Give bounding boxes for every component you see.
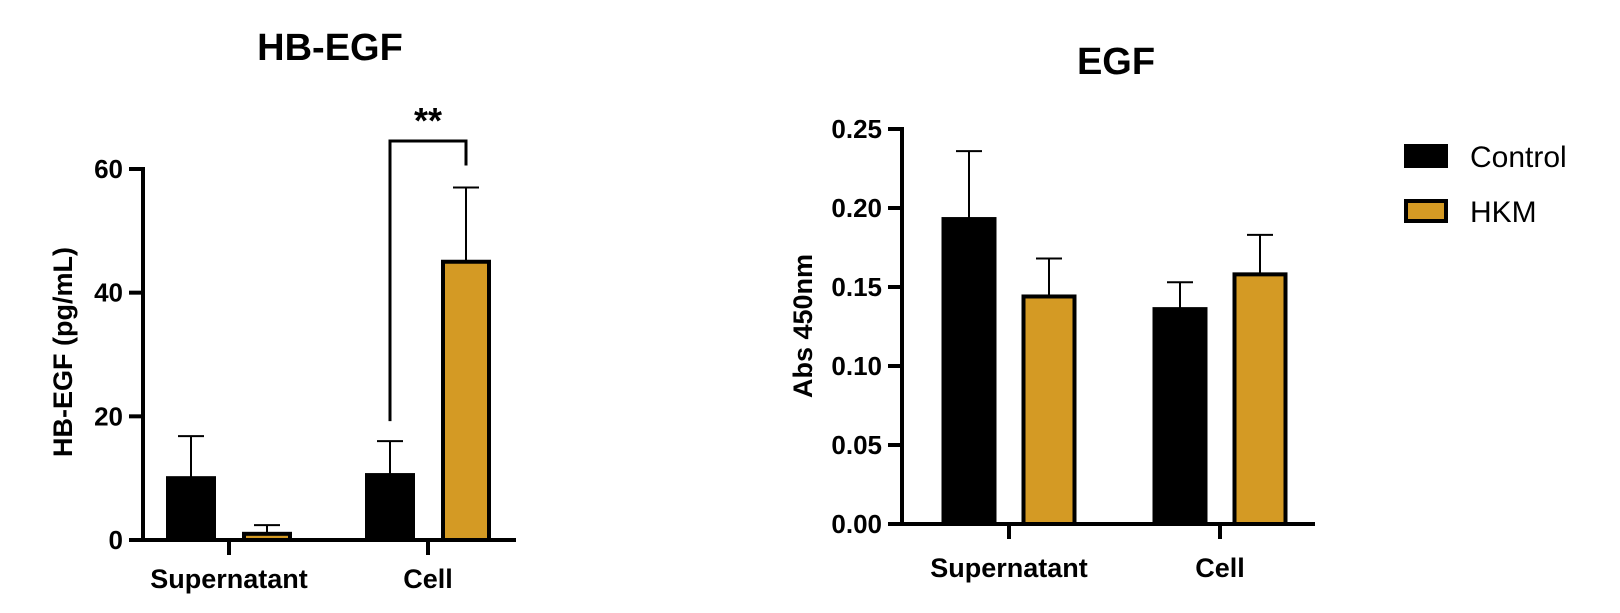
y-tick-label: 0.25: [831, 114, 882, 144]
category-label: Cell: [1195, 553, 1245, 583]
y-tick-label: 0.20: [831, 193, 882, 223]
bar-hkm-supernatant: [1021, 294, 1077, 527]
bar-hkm-cell: [441, 259, 491, 542]
significance-bracket: [388, 139, 468, 422]
legend: Control HKM: [1404, 141, 1567, 229]
y-tick-label: 0.15: [831, 272, 882, 302]
y-axis-title: HB-EGF (pg/mL): [48, 247, 78, 457]
chart-title: EGF: [1077, 41, 1155, 83]
egf-chart: EGF Abs 450nm 0.00 0.05 0.10 0.15 0.20 0.25 Supe…: [788, 41, 1315, 583]
category-label: Supernatant: [150, 564, 308, 594]
bar-control-supernatant: [941, 217, 997, 526]
y-tick-label: 0: [109, 525, 123, 555]
category-label: Cell: [403, 564, 453, 594]
y-tick-label: 0.00: [831, 509, 882, 539]
y-tick-label: 40: [94, 278, 123, 308]
significance-label: **: [414, 100, 442, 141]
bar-control-supernatant: [166, 476, 216, 542]
bar-control-cell: [365, 473, 415, 543]
bar-hkm-cell: [1232, 272, 1288, 526]
y-tick-label: 0.05: [831, 430, 882, 460]
legend-label-hkm: HKM: [1470, 196, 1537, 229]
y-axis-title: Abs 450nm: [788, 254, 818, 398]
legend-label-control: Control: [1470, 141, 1567, 174]
hb-egf-chart: HB-EGF HB-EGF (pg/mL) 0 20 40 60 Supernatant Ce…: [48, 27, 516, 594]
bar-control-cell: [1152, 307, 1208, 526]
y-tick-label: 0.10: [831, 351, 882, 381]
y-tick-label: 60: [94, 154, 123, 184]
chart-title: HB-EGF: [257, 27, 403, 69]
legend-swatch-hkm: [1404, 199, 1448, 223]
legend-swatch-control: [1404, 144, 1448, 168]
category-label: Supernatant: [930, 553, 1088, 583]
y-tick-label: 20: [94, 401, 123, 431]
